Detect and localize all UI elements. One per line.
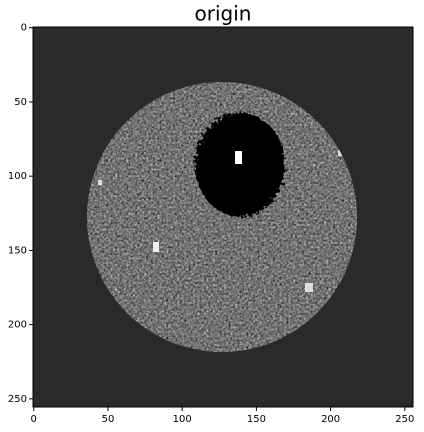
chart-title: origin — [195, 2, 252, 26]
x-tick-label: 150 — [247, 414, 266, 425]
y-tick-label: 250 — [8, 394, 27, 405]
y-tick-label: 150 — [8, 245, 27, 256]
x-tick-label: 50 — [102, 414, 115, 425]
x-tick-label: 100 — [173, 414, 192, 425]
dark-region — [195, 113, 285, 217]
x-tick-label: 250 — [395, 414, 414, 425]
x-tick-label: 200 — [321, 414, 340, 425]
y-tick-label: 100 — [8, 171, 27, 182]
bright-spot — [235, 151, 242, 164]
bright-spot — [153, 242, 159, 252]
bright-spot — [98, 180, 102, 185]
y-tick-label: 200 — [8, 320, 27, 331]
axes-frame — [32, 26, 414, 408]
bright-spot — [305, 283, 313, 292]
y-tick-label: 0 — [21, 23, 27, 34]
x-tick-label: 0 — [31, 414, 37, 425]
image-disc — [87, 82, 357, 352]
bright-spot — [338, 150, 342, 156]
y-tick-label: 50 — [14, 97, 27, 108]
